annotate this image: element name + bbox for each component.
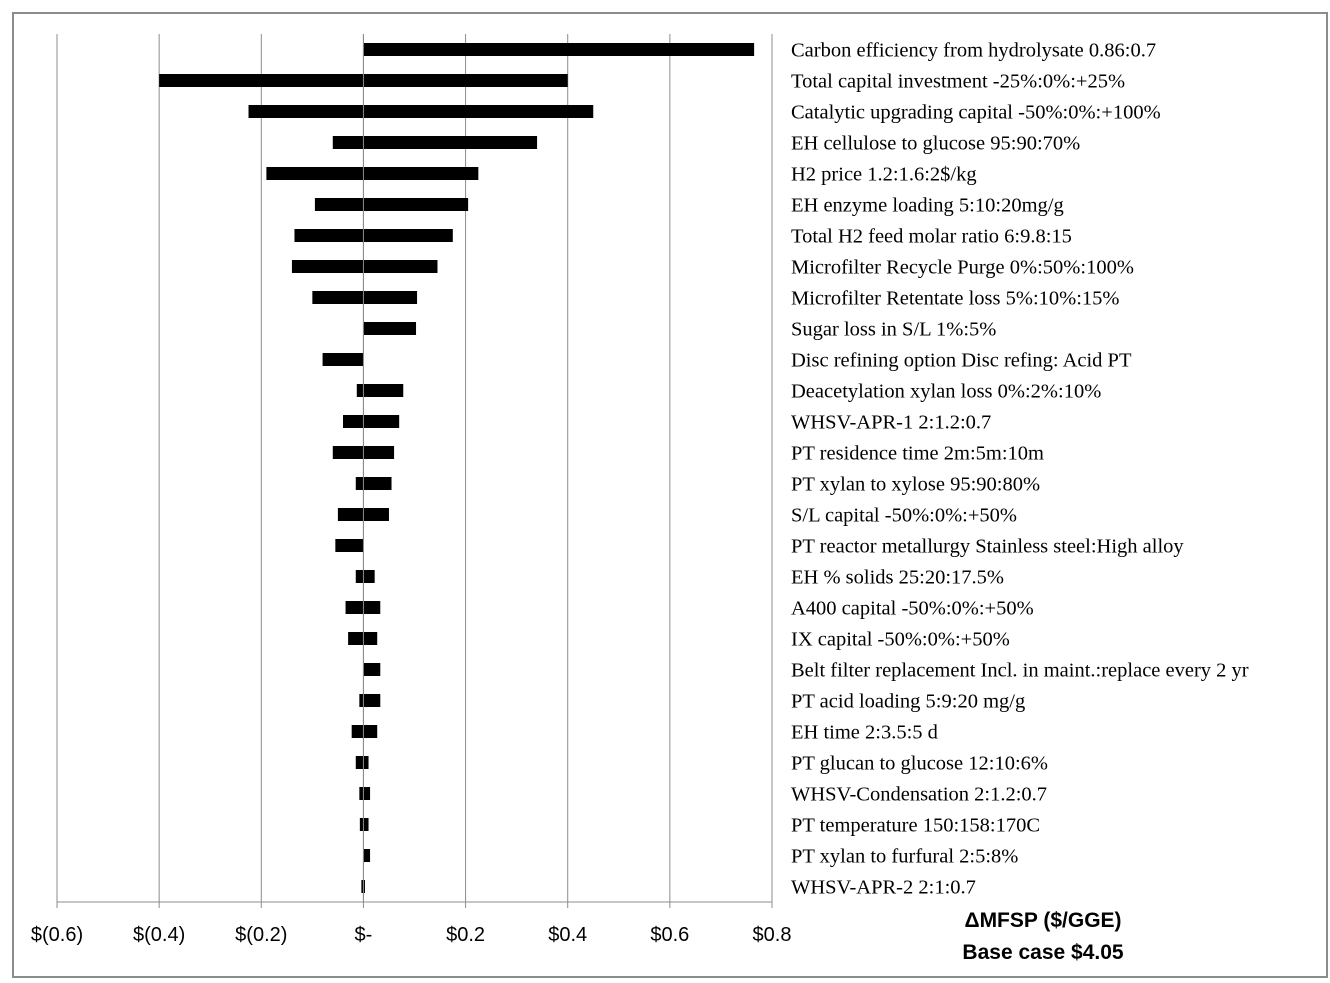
bar-high [363, 756, 369, 769]
category-label: PT xylan to furfural 2:5:8% [791, 846, 1018, 868]
bar-high [363, 632, 378, 645]
bar-low [355, 570, 364, 583]
category-label: PT residence time 2m:5m:10m [791, 443, 1044, 465]
bar-high [363, 260, 438, 273]
bar-low [322, 353, 364, 366]
bar-low [359, 818, 364, 831]
bar-high [363, 787, 371, 800]
x-tick-label: $- [355, 924, 373, 946]
category-label: WHSV-APR-1 2:1.2:0.7 [791, 412, 991, 434]
bar-low [351, 725, 364, 738]
bar-high [363, 105, 594, 118]
bar-high [363, 694, 381, 707]
category-label: Carbon efficiency from hydrolysate 0.86:… [791, 40, 1156, 62]
bar-high [363, 818, 369, 831]
bar-low [348, 632, 364, 645]
bar-high [363, 477, 392, 490]
bar-low [355, 756, 364, 769]
category-label: PT temperature 150:158:170C [791, 815, 1040, 837]
bar-high [363, 880, 365, 893]
bar-high [363, 43, 755, 56]
bar-low [248, 105, 364, 118]
category-label: EH enzyme loading 5:10:20mg/g [791, 195, 1064, 217]
category-label: Deacetylation xylan loss 0%:2%:10% [791, 381, 1101, 403]
x-axis-title: ΔMFSP ($/GGE) [964, 909, 1121, 932]
category-label: WHSV-Condensation 2:1.2:0.7 [791, 784, 1047, 806]
bar-low [314, 198, 364, 211]
category-label: Sugar loss in S/L 1%:5% [791, 319, 996, 341]
category-label: Microfilter Recycle Purge 0%:50%:100% [791, 257, 1134, 279]
bar-high [363, 198, 469, 211]
category-label: PT acid loading 5:9:20 mg/g [791, 691, 1025, 713]
bar-low [359, 787, 364, 800]
bar-high [363, 446, 395, 459]
gridlines [56, 34, 773, 902]
bar-high [363, 601, 381, 614]
bar-low [159, 74, 364, 87]
bar-high [363, 570, 375, 583]
bar-low [355, 477, 364, 490]
bar-high [363, 725, 378, 738]
category-label: S/L capital -50%:0%:+50% [791, 505, 1017, 527]
x-tick-label: $0.2 [446, 924, 485, 946]
category-label: EH cellulose to glucose 95:90:70% [791, 133, 1080, 155]
bar-low [345, 601, 364, 614]
bar-high [363, 508, 389, 521]
bar-high [363, 384, 404, 397]
bar-low [335, 539, 364, 552]
x-tick-label: $(0.4) [133, 924, 185, 946]
x-tick-label: $0.6 [650, 924, 689, 946]
category-label: EH time 2:3.5:5 d [791, 722, 938, 744]
base-case-label: Base case $4.05 [962, 941, 1123, 964]
category-label: WHSV-APR-2 2:1:0.7 [791, 877, 976, 899]
bar-high [363, 74, 568, 87]
bar-high [363, 136, 538, 149]
bars [159, 43, 755, 893]
category-label: A400 capital -50%:0%:+50% [791, 598, 1034, 620]
bar-low [356, 384, 364, 397]
bar-low [291, 260, 364, 273]
bar-low [343, 415, 364, 428]
bar-low [359, 694, 364, 707]
bar-high [363, 229, 453, 242]
bar-low [361, 880, 364, 893]
bar-high [363, 415, 400, 428]
x-tick-label: $0.4 [548, 924, 587, 946]
bar-high [363, 322, 417, 335]
bar-low [312, 291, 364, 304]
category-label: PT reactor metallurgy Stainless steel:Hi… [791, 536, 1184, 558]
category-label: EH % solids 25:20:17.5% [791, 567, 1004, 589]
x-tick-label: $(0.2) [235, 924, 287, 946]
bar-high [363, 849, 371, 862]
bar-high [363, 167, 479, 180]
bar-low [266, 167, 364, 180]
category-label: PT xylan to xylose 95:90:80% [791, 474, 1040, 496]
x-tick-label: $0.8 [753, 924, 792, 946]
category-label: Total capital investment -25%:0%:+25% [791, 71, 1125, 93]
category-label: Disc refining option Disc refing: Acid P… [791, 350, 1132, 372]
bar-low [332, 136, 364, 149]
bar-low [294, 229, 364, 242]
x-tick-label: $(0.6) [31, 924, 83, 946]
category-label: Catalytic upgrading capital -50%:0%:+100… [791, 102, 1161, 124]
category-label: Microfilter Retentate loss 5%:10%:15% [791, 288, 1120, 310]
category-label: Total H2 feed molar ratio 6:9.8:15 [791, 226, 1072, 248]
bar-low [332, 446, 364, 459]
category-labels: Carbon efficiency from hydrolysate 0.86:… [791, 40, 1249, 899]
bar-low [337, 508, 364, 521]
category-label: H2 price 1.2:1.6:2$/kg [791, 164, 977, 186]
category-label: PT glucan to glucose 12:10:6% [791, 753, 1048, 775]
bar-high [363, 291, 418, 304]
category-label: Belt filter replacement Incl. in maint.:… [791, 660, 1249, 682]
bar-high [363, 663, 381, 676]
x-axis: $(0.6) $(0.4) $(0.2) $- $0.2 $0.4 $0.6 $0.8 [31, 34, 792, 946]
category-label: IX capital -50%:0%:+50% [791, 629, 1010, 651]
